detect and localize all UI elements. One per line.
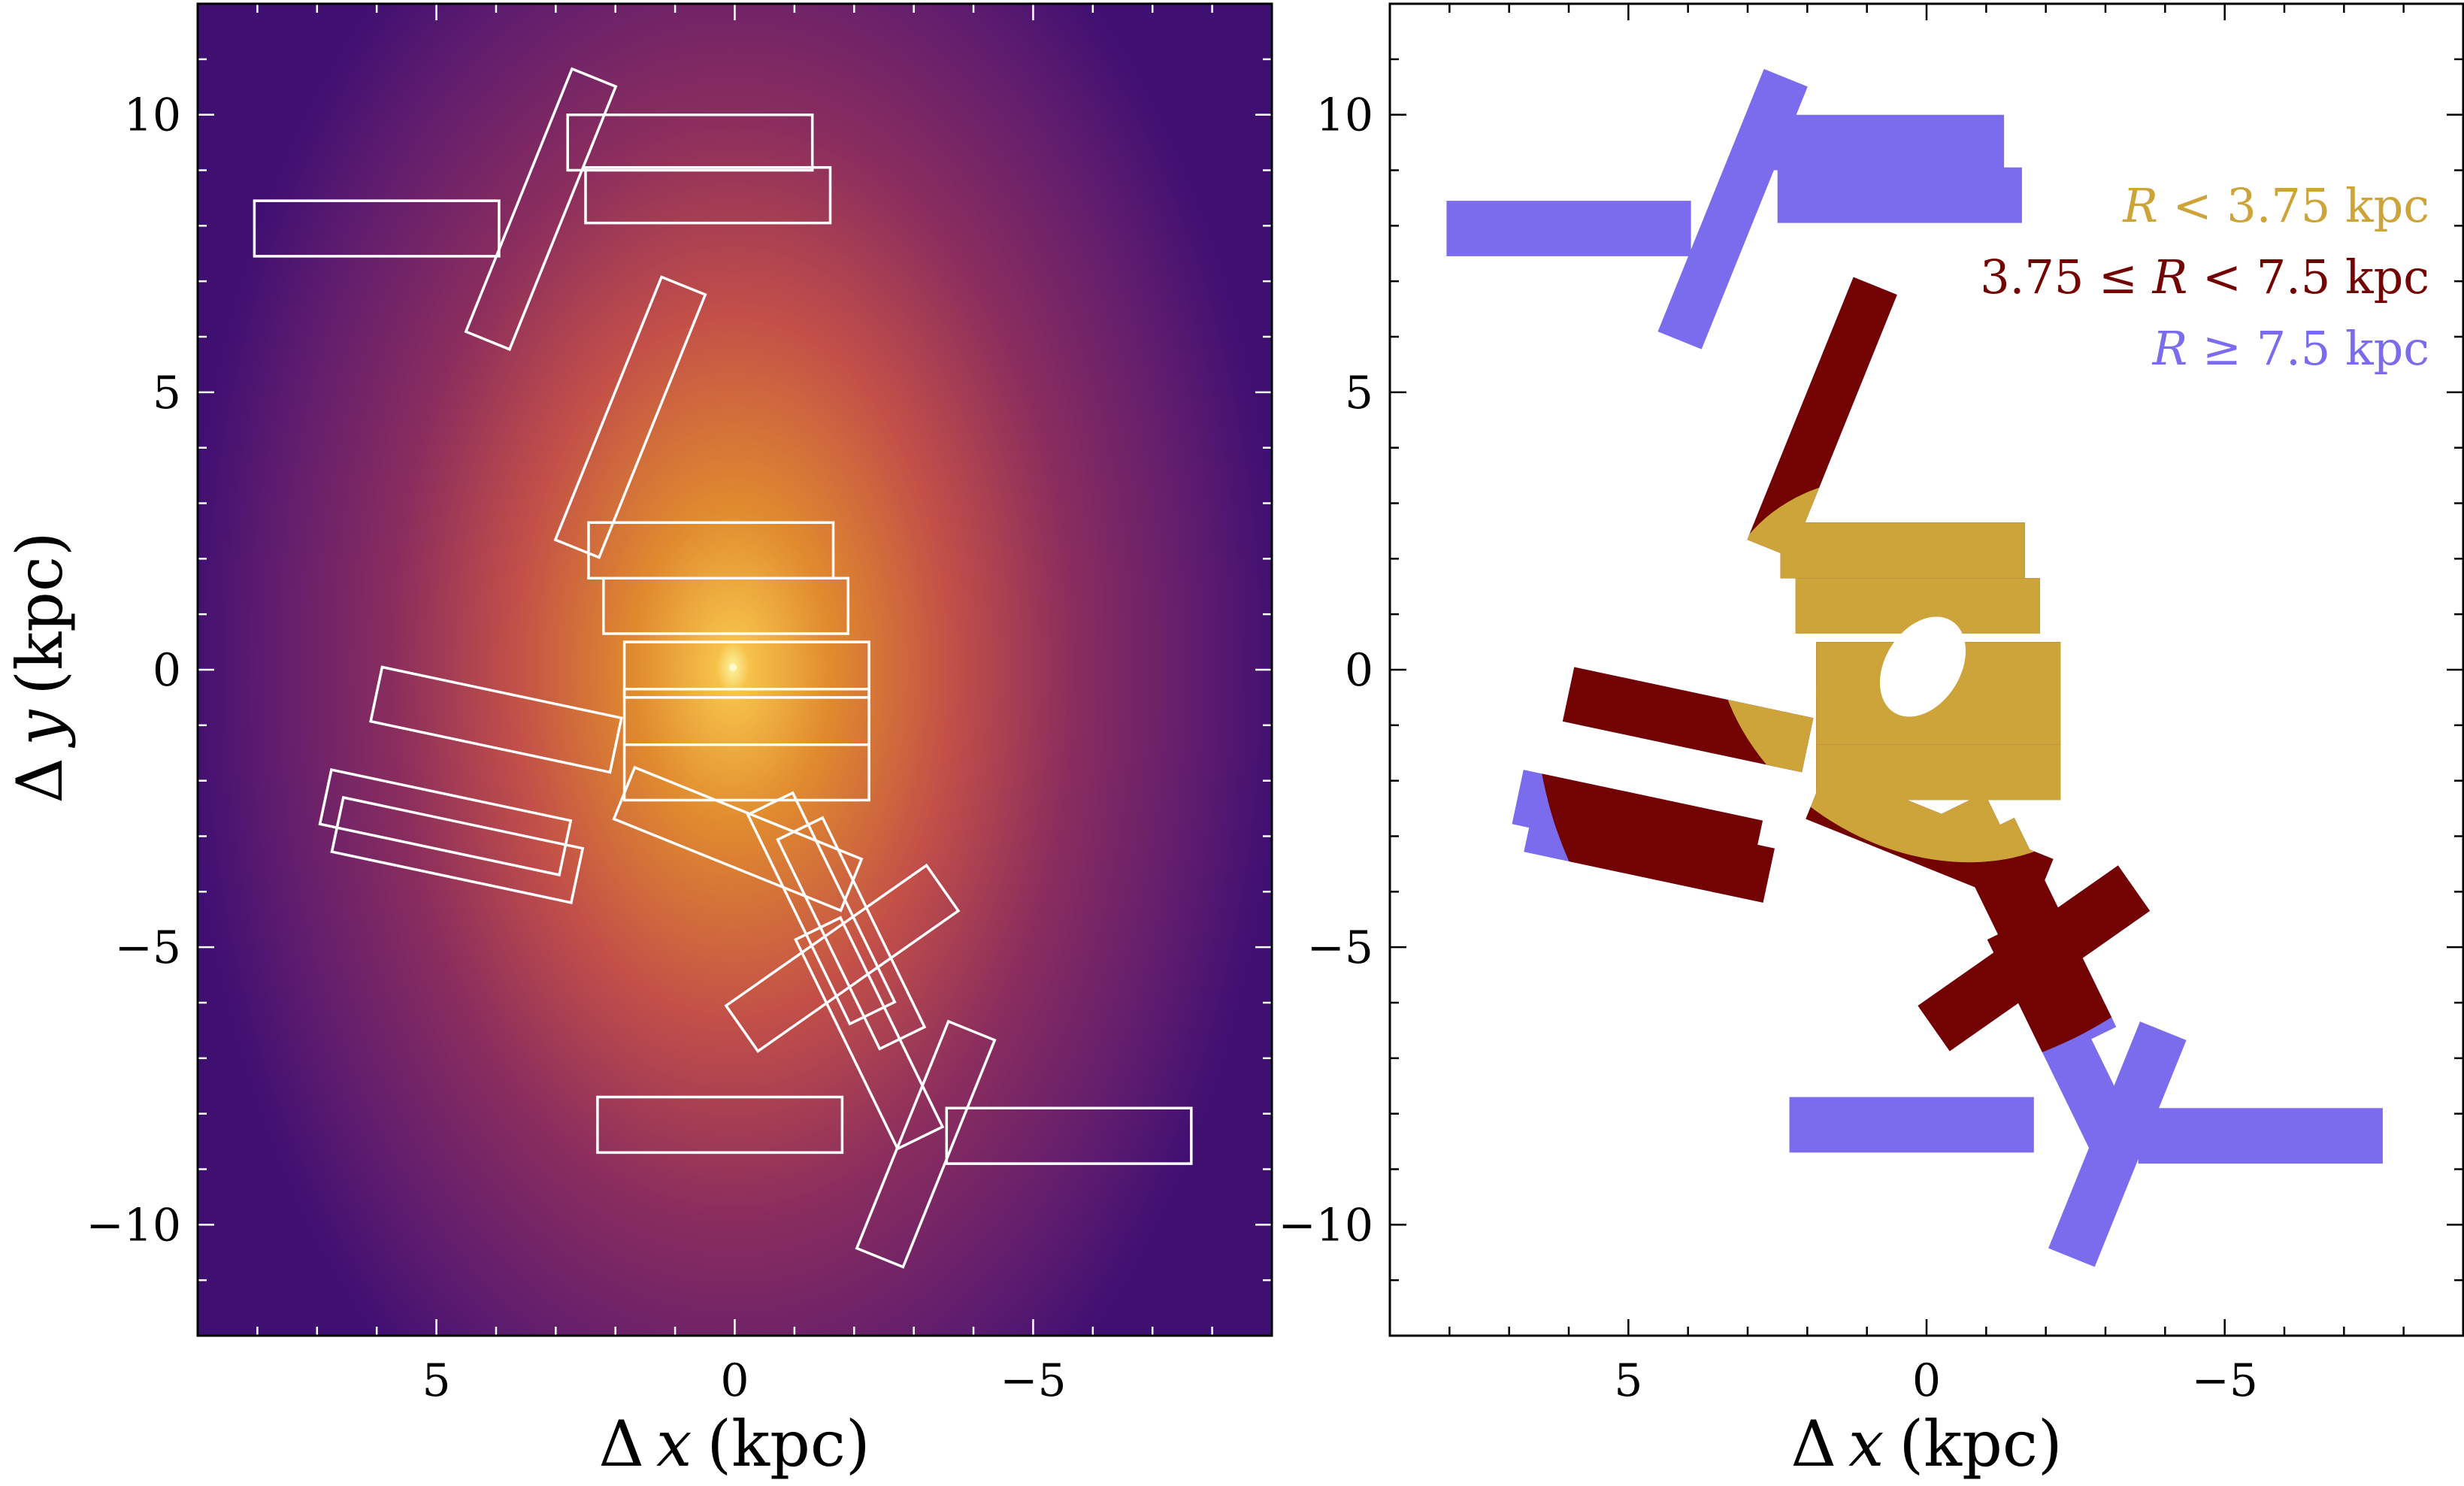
survey-field — [596, 1095, 844, 1155]
y-tick-label: 5 — [1345, 367, 1373, 419]
legend-entry-middle: 3.75 ≤ R < 7.5 kpc — [1980, 250, 2429, 304]
central-hole — [1879, 616, 1966, 717]
survey-field — [566, 113, 814, 172]
left-tick-labels: 5 0 −5 10 5 0 −5 −10 — [86, 89, 1066, 1407]
y-tick-label: 5 — [153, 367, 181, 419]
survey-fields — [253, 67, 1193, 1269]
survey-field — [584, 166, 832, 225]
survey-field — [855, 1019, 997, 1269]
survey-field — [553, 275, 707, 559]
legend: R < 3.75 kpc 3.75 ≤ R < 7.5 kpc R ≥ 7.5 … — [1980, 178, 2429, 376]
inner-field-8 — [1816, 689, 2061, 745]
survey-field — [746, 791, 897, 1026]
middle-field-4 — [1747, 277, 1897, 558]
inner-field-5 — [1780, 522, 2025, 579]
legend-entry-inner: R < 3.75 kpc — [2122, 178, 2429, 233]
galactic-center-marker — [729, 664, 737, 671]
outer-field-19 — [2138, 1108, 2383, 1164]
outer-field-1 — [1759, 114, 2005, 171]
inner-field-12 — [1816, 744, 2061, 801]
y-tick-label: −5 — [1307, 922, 1373, 974]
survey-field — [724, 863, 961, 1053]
x-tick-label: 0 — [720, 1354, 749, 1407]
right-tick-labels: 5 0 −5 10 5 0 −5 −10 — [1278, 89, 2258, 1407]
x-tick-label: 5 — [1614, 1354, 1642, 1407]
x-tick-label: −5 — [1000, 1354, 1066, 1407]
region-map — [1446, 68, 2383, 1267]
y-tick-label: 0 — [1345, 644, 1373, 697]
survey-field — [253, 199, 501, 258]
survey-field — [464, 67, 618, 352]
outer-field-2 — [1777, 167, 2022, 223]
survey-field — [945, 1106, 1193, 1165]
y-tick-label: −5 — [115, 922, 181, 974]
left-y-axis-label: Δy(kpc) — [3, 531, 77, 803]
y-tick-label: −10 — [86, 1199, 181, 1251]
survey-field — [602, 577, 850, 635]
x-tick-label: 5 — [422, 1354, 450, 1407]
middle-field-9 — [1562, 667, 1814, 773]
y-tick-label: −10 — [1278, 1199, 1373, 1251]
left-axes-frame — [196, 2, 1273, 1337]
survey-field — [330, 795, 585, 904]
y-tick-label: 10 — [1316, 89, 1373, 142]
survey-field — [318, 768, 573, 877]
legend-entry-outer: R ≥ 7.5 kpc — [2152, 321, 2429, 376]
survey-field — [622, 743, 870, 802]
y-tick-label: 0 — [153, 644, 181, 697]
inner-field-6 — [1795, 578, 2040, 634]
outer-field-18 — [1789, 1097, 2034, 1153]
survey-field — [369, 665, 623, 774]
x-tick-label: 0 — [1912, 1354, 1941, 1407]
outer-field-3 — [1657, 68, 1808, 350]
middle-field-11 — [1524, 797, 1775, 903]
outer-field-0 — [1446, 201, 1691, 256]
left-ticks — [198, 4, 1272, 1336]
right-axes-frame — [1388, 2, 2464, 1337]
outer-field-20 — [2048, 1021, 2187, 1267]
survey-field — [612, 765, 864, 912]
y-tick-label: 10 — [124, 89, 181, 142]
right-ticks — [1390, 4, 2463, 1336]
x-tick-label: −5 — [2191, 1354, 2257, 1407]
